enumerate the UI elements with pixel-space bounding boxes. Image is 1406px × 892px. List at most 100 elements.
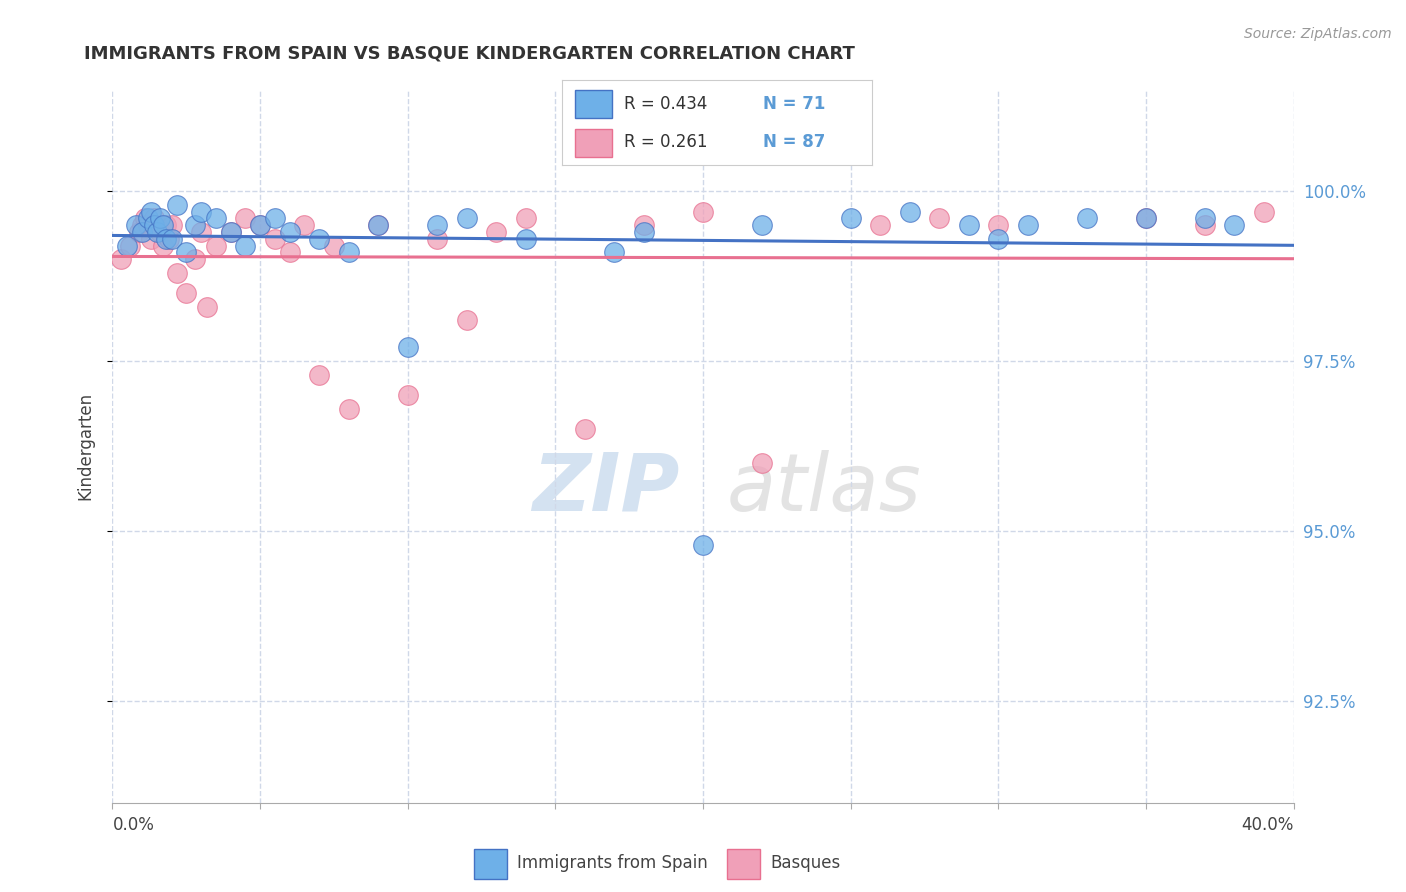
Bar	[727, 849, 761, 880]
Point	[219, 225, 242, 239]
Text: R = 0.434: R = 0.434	[624, 95, 707, 112]
Point	[166, 198, 188, 212]
Point	[426, 218, 449, 232]
Point	[278, 225, 301, 239]
Point	[957, 218, 980, 232]
Point	[131, 218, 153, 232]
Point	[157, 232, 180, 246]
Point	[264, 232, 287, 246]
Point	[456, 211, 478, 226]
Text: Source: ZipAtlas.com: Source: ZipAtlas.com	[1244, 27, 1392, 41]
Point	[136, 211, 159, 226]
Point	[485, 225, 508, 239]
Point	[515, 232, 537, 246]
Point	[515, 211, 537, 226]
Text: Basques: Basques	[770, 854, 841, 872]
Point	[190, 225, 212, 239]
Point	[139, 204, 162, 219]
Text: 0.0%: 0.0%	[112, 816, 155, 834]
Text: N = 71: N = 71	[763, 95, 825, 112]
Text: 40.0%: 40.0%	[1241, 816, 1294, 834]
Point	[1194, 211, 1216, 226]
Point	[308, 368, 330, 382]
Point	[574, 422, 596, 436]
Point	[139, 232, 162, 246]
Point	[323, 238, 346, 252]
Point	[396, 388, 419, 402]
Point	[987, 218, 1010, 232]
Point	[155, 232, 177, 246]
Point	[184, 218, 207, 232]
Point	[603, 245, 626, 260]
Y-axis label: Kindergarten: Kindergarten	[76, 392, 94, 500]
Point	[987, 232, 1010, 246]
Point	[396, 341, 419, 355]
Point	[928, 211, 950, 226]
Point	[155, 218, 177, 232]
Point	[174, 286, 197, 301]
Point	[128, 225, 150, 239]
Bar	[575, 89, 612, 118]
Point	[219, 225, 242, 239]
Point	[633, 218, 655, 232]
Point	[131, 225, 153, 239]
Text: Immigrants from Spain: Immigrants from Spain	[516, 854, 707, 872]
Point	[633, 225, 655, 239]
Text: R = 0.261: R = 0.261	[624, 133, 707, 151]
Point	[751, 456, 773, 470]
Point	[205, 211, 228, 226]
Point	[195, 300, 218, 314]
Point	[292, 218, 315, 232]
Point	[134, 211, 156, 226]
Bar	[474, 849, 508, 880]
Point	[1135, 211, 1157, 226]
Point	[149, 225, 172, 239]
Point	[751, 218, 773, 232]
Bar	[575, 128, 612, 157]
Point	[184, 252, 207, 266]
Point	[142, 211, 165, 226]
Point	[117, 238, 138, 252]
Point	[367, 218, 389, 232]
Point	[152, 218, 174, 232]
Point	[337, 245, 360, 260]
Point	[264, 211, 287, 226]
Point	[249, 218, 271, 232]
Point	[278, 245, 301, 260]
Point	[249, 218, 271, 232]
Point	[205, 238, 228, 252]
Point	[692, 537, 714, 551]
Point	[367, 218, 389, 232]
Point	[125, 218, 148, 232]
Point	[190, 204, 212, 219]
Point	[152, 238, 174, 252]
Point	[1076, 211, 1098, 226]
Point	[120, 238, 142, 252]
Point	[308, 232, 330, 246]
Point	[456, 313, 478, 327]
Point	[869, 218, 891, 232]
Point	[1194, 218, 1216, 232]
Point	[233, 211, 256, 226]
Point	[160, 218, 183, 232]
Point	[146, 218, 169, 232]
Point	[166, 266, 188, 280]
Point	[149, 211, 172, 226]
Point	[1135, 211, 1157, 226]
Text: N = 87: N = 87	[763, 133, 825, 151]
Text: IMMIGRANTS FROM SPAIN VS BASQUE KINDERGARTEN CORRELATION CHART: IMMIGRANTS FROM SPAIN VS BASQUE KINDERGA…	[84, 45, 855, 62]
Point	[692, 204, 714, 219]
Point	[426, 232, 449, 246]
Point	[1017, 218, 1039, 232]
Text: atlas: atlas	[727, 450, 921, 528]
Point	[1223, 218, 1246, 232]
Point	[898, 204, 921, 219]
Point	[174, 245, 197, 260]
Point	[136, 218, 159, 232]
Point	[233, 238, 256, 252]
Point	[337, 401, 360, 416]
Point	[839, 211, 862, 226]
Point	[160, 232, 183, 246]
Point	[1253, 204, 1275, 219]
Text: ZIP: ZIP	[531, 450, 679, 528]
